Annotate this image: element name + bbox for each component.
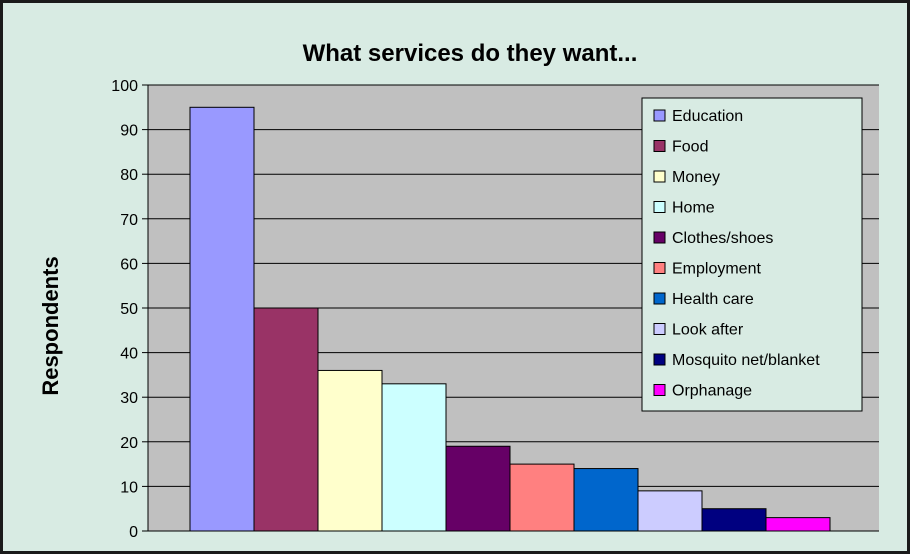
legend-box [641, 97, 863, 412]
bar-food [253, 307, 319, 532]
legend-label: Orphanage [672, 383, 752, 400]
y-tick-labels: 0 10 20 30 40 50 60 70 80 90 100 [111, 78, 138, 541]
bar-clothes-shoes [445, 445, 511, 532]
legend-swatch [653, 109, 666, 122]
legend-label: Health care [672, 291, 754, 308]
legend-swatch [653, 262, 666, 274]
bar-education [189, 106, 255, 532]
legend-label: Look after [672, 322, 744, 339]
y-tick-label: 50 [120, 301, 138, 318]
y-tick-label: 90 [120, 123, 138, 140]
legend-swatch [653, 292, 666, 305]
legend-swatch [653, 140, 666, 152]
y-tick-label: 0 [129, 524, 138, 541]
legend-label: Money [672, 169, 720, 186]
legend-label: Mosquito net/blanket [672, 352, 820, 369]
y-tick-label: 60 [120, 256, 138, 273]
legend-label: Clothes/shoes [672, 230, 773, 247]
y-axis-title: Respondents [38, 256, 63, 395]
legend-swatch [653, 323, 666, 335]
y-tick-label: 20 [120, 435, 138, 452]
y-tick-label: 70 [120, 212, 138, 229]
bar-look-after [637, 490, 703, 532]
y-tick-label: 30 [120, 390, 138, 407]
legend-swatch [653, 231, 666, 244]
y-tick-label: 40 [120, 346, 138, 363]
legend-label: Employment [672, 261, 761, 278]
bar-home [381, 383, 447, 532]
legend-label: Home [672, 200, 715, 217]
bar-health-care [573, 468, 639, 532]
chart-title: What services do they want... [303, 40, 638, 67]
y-tick-label: 10 [120, 479, 138, 496]
legend: Education Food Money Home Clothes/shoes Emplo… [641, 97, 863, 412]
legend-label: Food [672, 139, 708, 156]
bars [189, 106, 831, 532]
bar-orphanage [765, 517, 831, 532]
legend-swatch [653, 170, 666, 183]
y-tick-label: 100 [111, 78, 138, 95]
legend-swatch [653, 201, 666, 213]
bar-mosquito-net-blanket [701, 508, 767, 532]
bar-employment [509, 463, 575, 532]
y-tick-label: 80 [120, 167, 138, 184]
legend-swatch [653, 353, 666, 366]
legend-swatch [653, 384, 666, 396]
axes [142, 84, 879, 532]
legend-label: Education [672, 108, 743, 125]
bar-money [317, 369, 383, 532]
